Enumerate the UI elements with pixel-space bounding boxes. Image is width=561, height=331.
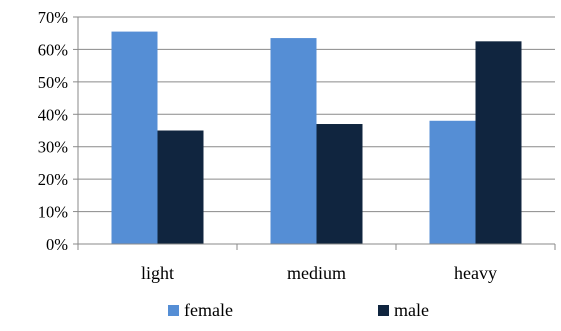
legend: female male [168, 300, 429, 320]
legend-swatch-male [378, 305, 389, 316]
y-tick-label: 0% [46, 235, 68, 254]
x-category-label: heavy [454, 263, 497, 283]
y-tick-label: 20% [38, 170, 69, 189]
y-tick-label: 30% [38, 138, 69, 157]
bar-female-medium [270, 38, 317, 245]
bar-male-heavy [475, 41, 522, 245]
y-tick-label: 40% [38, 105, 69, 124]
bar-male-light [157, 130, 204, 244]
legend-swatch-female [168, 305, 179, 316]
x-category-label: medium [287, 263, 346, 283]
legend-label-female: female [184, 300, 233, 320]
y-tick-label: 60% [38, 40, 69, 59]
bar-female-light [111, 31, 158, 244]
y-tick-label: 10% [38, 203, 69, 222]
axis-labels: 0% 10% 20% 30% 40% 50% 60% 70% light medium heavy [38, 8, 497, 283]
legend-label-male: male [394, 300, 429, 320]
x-category-label: light [141, 263, 174, 283]
bar-female-heavy [429, 120, 476, 244]
bar-male-medium [316, 124, 363, 244]
bars [111, 31, 522, 245]
y-tick-label: 70% [38, 8, 69, 27]
y-tick-label: 50% [38, 73, 69, 92]
axes [73, 16, 556, 250]
